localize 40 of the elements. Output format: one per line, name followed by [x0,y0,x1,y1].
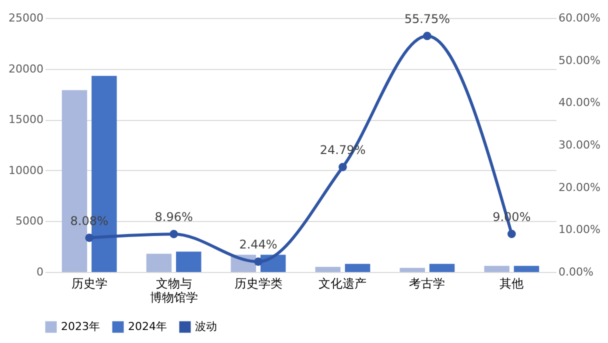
y2-tick-label: 60.00% [558,12,600,24]
x-tick-label: 考古学 [409,276,446,290]
y-tick-label: 0 [36,266,44,278]
y-tick-label: 5000 [16,214,44,228]
x-tick-label: 其他 [500,276,524,290]
data-label: 8.08% [70,214,108,228]
bar [429,264,455,272]
point [338,162,347,172]
point [170,230,178,238]
legend-label: 波动 [195,320,217,333]
x-tick-label: 历史学 [71,276,108,290]
point [423,32,432,40]
y-tick-label: 25000 [8,12,44,24]
x-tick-label: 文化遗产 [318,276,367,290]
bar [484,266,510,272]
bar [146,254,172,272]
data-label: 55.75% [404,12,450,26]
data-label: 2.44% [239,238,278,252]
y2-tick-label: 20.00% [558,180,600,194]
legend-label: 2024年 [128,320,167,333]
y-tick-label: 10000 [8,164,44,177]
y2-tick-label: 50.00% [558,54,600,67]
x-tick-label: 文物与博物馆学 [150,276,198,304]
y2-tick-label: 0.00% [558,266,594,278]
bar [400,268,425,272]
y2-tick-label: 40.00% [558,96,600,110]
y2-tick-label: 30.00% [558,138,600,152]
bar [344,264,370,272]
y-tick-label: 15000 [8,113,44,126]
legend-label: 2023年 [61,320,100,333]
data-label: 8.96% [154,210,193,224]
bar [176,252,202,272]
point [85,234,94,242]
x-tick-label: 历史学类 [234,276,282,290]
bar [315,266,341,272]
y-tick-label: 20000 [8,62,44,76]
y2-tick-label: 10.00% [558,223,600,236]
point [254,257,262,266]
bar [514,266,540,272]
point [507,230,516,238]
